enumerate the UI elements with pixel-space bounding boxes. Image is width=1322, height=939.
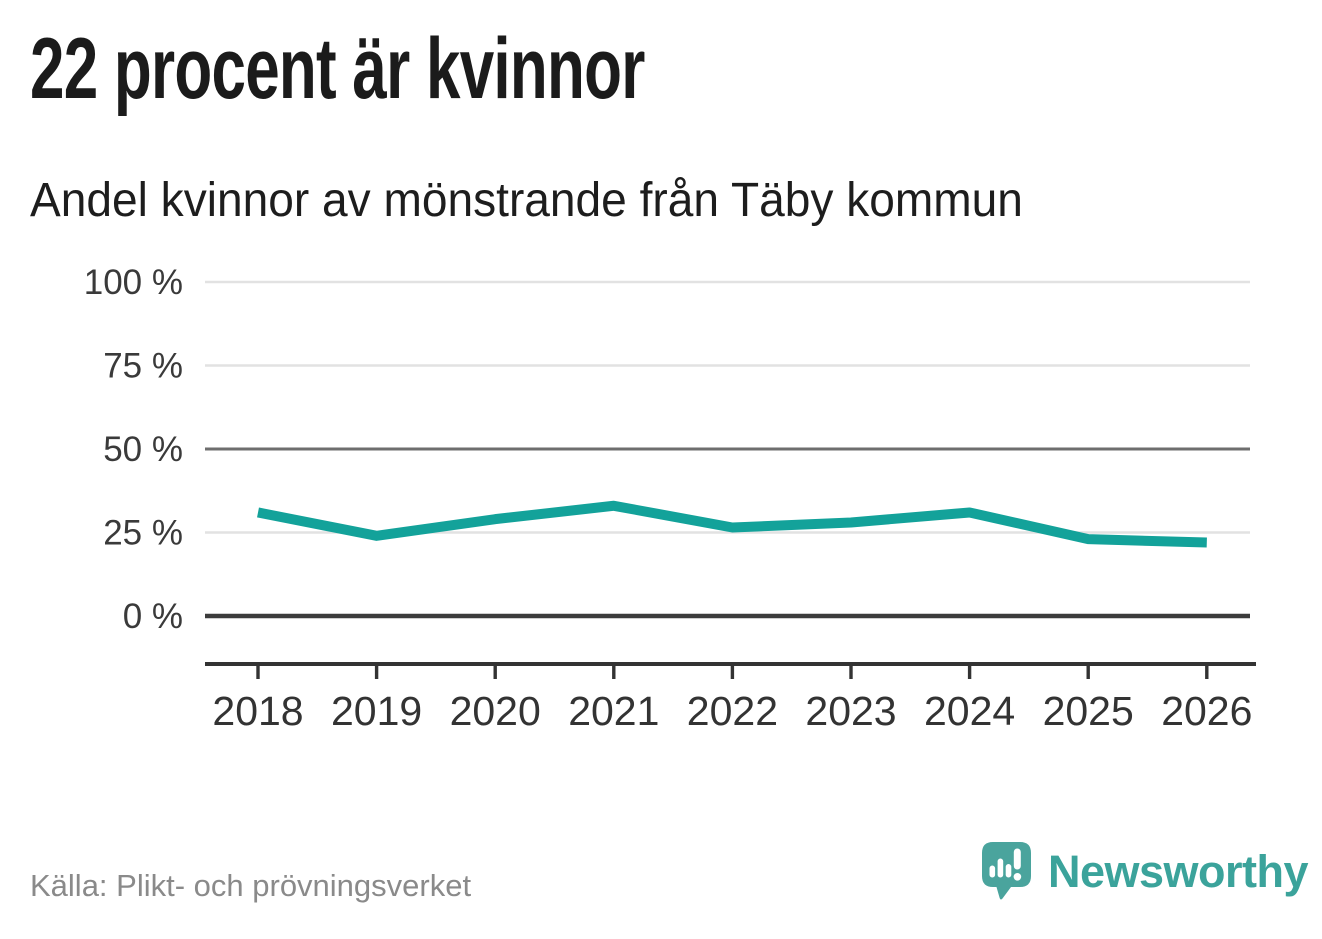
y-axis-label-75: 75 % [103, 347, 183, 386]
headline: 22 procent är kvinnor [30, 21, 645, 117]
bar-tall-icon [997, 858, 1004, 878]
x-axis-label-2020: 2020 [450, 688, 541, 734]
y-axis-label-0: 0 % [123, 597, 183, 636]
y-axis-label-100: 100 % [84, 263, 183, 302]
bar-small-icon [989, 865, 996, 878]
x-axis-label-2025: 2025 [1043, 688, 1134, 734]
chart-subtitle: Andel kvinnor av mönstrande från Täby ko… [30, 174, 1023, 227]
x-axis-label-2023: 2023 [805, 688, 896, 734]
newsworthy-icon [982, 842, 1031, 900]
y-axis-label-25: 25 % [103, 514, 183, 553]
x-axis-label-2019: 2019 [331, 688, 422, 734]
exclamation-dot-icon [1013, 873, 1022, 881]
newsworthy-logo: Newsworthy [981, 841, 1309, 902]
y-axis-label-50: 50 % [103, 430, 183, 469]
x-axis-label-2026: 2026 [1161, 688, 1252, 734]
x-axis-label-2021: 2021 [568, 688, 659, 734]
exclamation-bar-icon [1013, 848, 1021, 870]
source-note: Källa: Plikt- och prövningsverket [30, 868, 472, 903]
x-axis-label-2018: 2018 [212, 688, 303, 734]
line-chart: 0 % 25 % 50 % 75 % 100 % 2018 2019 2020 2021 2022… [84, 263, 1256, 734]
x-axis-label-2022: 2022 [687, 688, 778, 734]
data-line [257, 500, 1207, 548]
x-axis-label-2024: 2024 [924, 688, 1015, 734]
bar-mid-icon [1005, 864, 1012, 878]
brand-name: Newsworthy [1048, 845, 1309, 897]
